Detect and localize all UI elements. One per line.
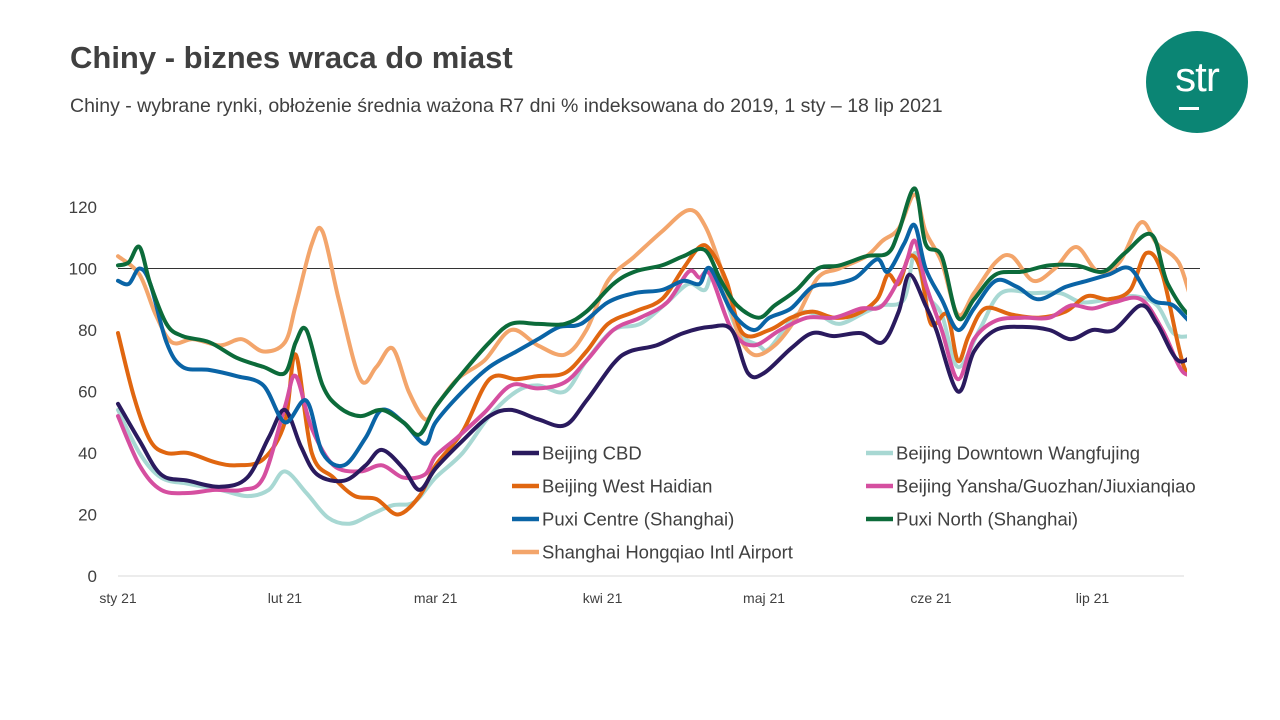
y-tick-label: 60 xyxy=(78,383,97,402)
series-line-beijing-cbd xyxy=(116,272,1187,492)
legend-label: Beijing Downtown Wangfujing xyxy=(896,443,1140,464)
y-tick-label: 120 xyxy=(69,198,97,217)
series-line-beijing-downtown-wangfujing xyxy=(116,251,1187,526)
x-tick-label: lip 21 xyxy=(1076,590,1110,606)
series-line-puxi-north-shanghai xyxy=(116,186,1187,437)
series-line-puxi-centre-shanghai xyxy=(116,222,1187,468)
str-logo: str xyxy=(1146,31,1248,133)
series-line-shanghai-hongqiao-intl-airport xyxy=(116,192,1187,422)
x-tick-label: kwi 21 xyxy=(583,590,623,606)
legend-label: Beijing Yansha/Guozhan/Jiuxianqiao xyxy=(896,476,1196,497)
chart-subtitle: Chiny - wybrane rynki, obłożenie średnia… xyxy=(70,95,943,117)
chart-title: Chiny - biznes wraca do miast xyxy=(70,40,513,75)
x-tick-label: sty 21 xyxy=(99,590,137,606)
legend-label: Puxi North (Shanghai) xyxy=(896,509,1078,530)
legend-label: Beijing West Haidian xyxy=(542,476,712,497)
y-tick-label: 0 xyxy=(88,567,97,586)
x-tick-label: lut 21 xyxy=(268,590,302,606)
y-tick-label: 20 xyxy=(78,506,97,525)
x-tick-label: cze 21 xyxy=(910,590,951,606)
legend-label: Shanghai Hongqiao Intl Airport xyxy=(542,542,793,563)
x-tick-label: maj 21 xyxy=(743,590,785,606)
series-line-beijing-west-haidian xyxy=(116,243,1187,517)
y-tick-label: 80 xyxy=(78,321,97,340)
legend-box xyxy=(505,437,1220,570)
legend-label: Puxi Centre (Shanghai) xyxy=(542,509,734,530)
x-tick-label: mar 21 xyxy=(414,590,458,606)
str-logo-underline xyxy=(1179,107,1199,110)
y-tick-label: 40 xyxy=(78,444,97,463)
legend-label: Beijing CBD xyxy=(542,443,642,464)
y-tick-label: 100 xyxy=(69,260,97,279)
str-logo-text: str xyxy=(1175,53,1220,100)
